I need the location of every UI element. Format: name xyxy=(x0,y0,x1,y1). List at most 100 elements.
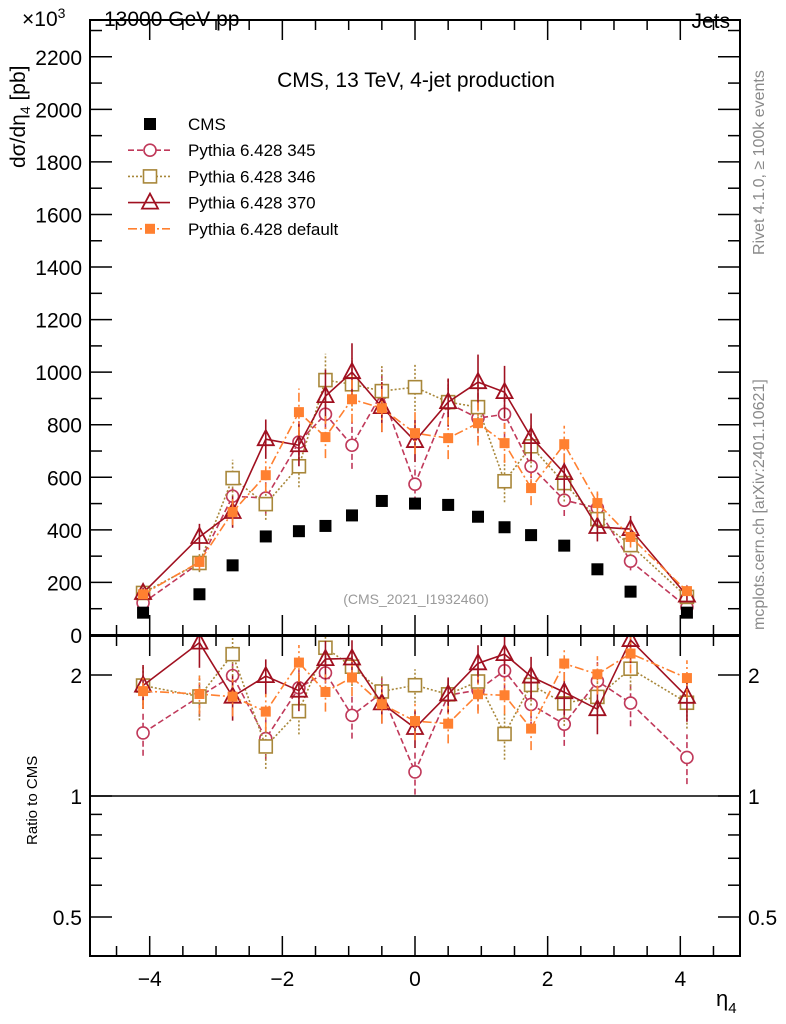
ratio-point xyxy=(438,683,458,702)
axis-multiplier: ×103 xyxy=(22,5,66,31)
ratio-point xyxy=(677,685,697,704)
data-point xyxy=(319,519,332,532)
data-point xyxy=(410,428,420,439)
legend-entry-pythia-6-428-345: Pythia 6.428 345 xyxy=(128,141,316,160)
data-point xyxy=(443,433,454,444)
data-point xyxy=(342,361,362,380)
data-point xyxy=(624,585,637,598)
x-tick-label: 2 xyxy=(542,968,554,991)
x-tick-label: −2 xyxy=(270,968,294,991)
legend-marker xyxy=(140,191,160,210)
ratio-point xyxy=(315,648,335,666)
data-point xyxy=(345,509,358,522)
main-axis-ticks: 0 200 400 600 800 1000 1200 1400 1600 1800 2000 220… xyxy=(35,20,740,648)
data-point xyxy=(345,438,359,453)
ratio-plot-frame xyxy=(89,635,741,957)
data-point xyxy=(189,526,209,544)
data-point xyxy=(587,516,607,534)
analysis-label: (CMS_2021_I1932460) xyxy=(343,591,489,607)
ratio-point xyxy=(526,723,537,734)
data-point xyxy=(497,473,512,489)
chart-title: CMS, 13 TeV, 4-jet production xyxy=(277,69,555,92)
data-point xyxy=(521,426,541,444)
ratio-point xyxy=(521,665,541,684)
ratio-y-label: Ratio to CMS xyxy=(24,756,41,845)
ratio-point xyxy=(495,643,515,662)
data-point xyxy=(625,531,636,542)
ratio-series-line xyxy=(142,646,688,748)
data-point xyxy=(438,391,458,410)
ratio-point xyxy=(408,765,422,779)
ratio-point xyxy=(138,686,149,697)
legend-marker xyxy=(144,118,156,130)
legend-label: Pythia 6.428 346 xyxy=(188,167,316,186)
ratio-point xyxy=(559,658,570,669)
data-point xyxy=(409,497,421,510)
ratio-point xyxy=(136,726,150,740)
data-point xyxy=(408,477,422,491)
data-point xyxy=(194,556,205,567)
data-point xyxy=(226,559,239,572)
data-point xyxy=(623,554,638,568)
data-point xyxy=(498,521,511,534)
series-pythia-6-428-default xyxy=(138,375,692,600)
ratio-point xyxy=(592,669,603,680)
ratio-point xyxy=(499,690,510,701)
data-point xyxy=(525,529,538,542)
legend-label: CMS xyxy=(188,115,226,134)
y-tick-label: 200 xyxy=(47,572,82,595)
data-point xyxy=(193,588,206,601)
legend-marker xyxy=(143,143,157,157)
ratio-point xyxy=(443,718,454,729)
ratio-point xyxy=(258,739,274,754)
data-point xyxy=(320,432,331,443)
ratio-point xyxy=(680,750,694,765)
legend: CMS Pythia 6.428 345 Pythia 6.428 346 Pythi… xyxy=(128,115,339,239)
data-point xyxy=(526,483,537,494)
ratio-plot-data xyxy=(133,636,697,795)
y-tick-label: 2200 xyxy=(35,47,82,70)
y-axis-label-main: dσ/dη xyxy=(7,114,30,168)
data-point xyxy=(558,539,571,552)
data-point xyxy=(592,498,603,509)
legend-entry-pythia-6-428-346: Pythia 6.428 346 xyxy=(128,167,316,186)
data-point xyxy=(225,470,240,486)
data-point xyxy=(227,507,238,517)
ratio-point xyxy=(623,696,638,710)
data-point xyxy=(138,589,149,600)
y-tick-label: 0 xyxy=(70,625,82,648)
y-tick-label-right: 1 xyxy=(748,786,760,809)
y-axis-label: dσ/dη4 [pb] xyxy=(7,65,33,168)
data-point xyxy=(495,381,515,400)
x-tick-label: −4 xyxy=(138,968,162,991)
legend-entry-cms: CMS xyxy=(144,115,226,134)
legend-label: Pythia 6.428 default xyxy=(188,220,339,239)
ratio-point xyxy=(681,673,692,684)
ratio-point xyxy=(345,708,359,723)
y-tick-label: 800 xyxy=(47,415,82,438)
y-tick-label: 600 xyxy=(47,467,82,490)
rivet-label: Rivet 4.1.0, ≥ 100k events xyxy=(751,70,768,255)
legend-entry-pythia-6-428-370: Pythia 6.428 370 xyxy=(128,191,316,213)
ratio-point xyxy=(225,646,240,662)
x-tick-label: 4 xyxy=(674,968,686,991)
ratio-point xyxy=(260,706,271,717)
series-cms xyxy=(137,494,693,619)
y-tick-label: 1400 xyxy=(35,257,82,280)
axis-multiplier-base: ×10 xyxy=(22,8,58,31)
ratio-point xyxy=(194,688,205,699)
data-point xyxy=(315,385,335,403)
data-point xyxy=(680,606,693,619)
ratio-point xyxy=(468,652,488,671)
y-tick-label-right: 2 xyxy=(748,665,760,688)
ratio-point xyxy=(497,726,512,742)
axis-multiplier-exp: 3 xyxy=(58,5,66,21)
data-point xyxy=(473,418,484,429)
y-tick-label: 1200 xyxy=(35,310,82,333)
series-line xyxy=(142,398,688,595)
ratio-point xyxy=(554,681,574,700)
data-point xyxy=(472,510,485,523)
data-point xyxy=(554,462,574,481)
data-point xyxy=(407,379,423,395)
